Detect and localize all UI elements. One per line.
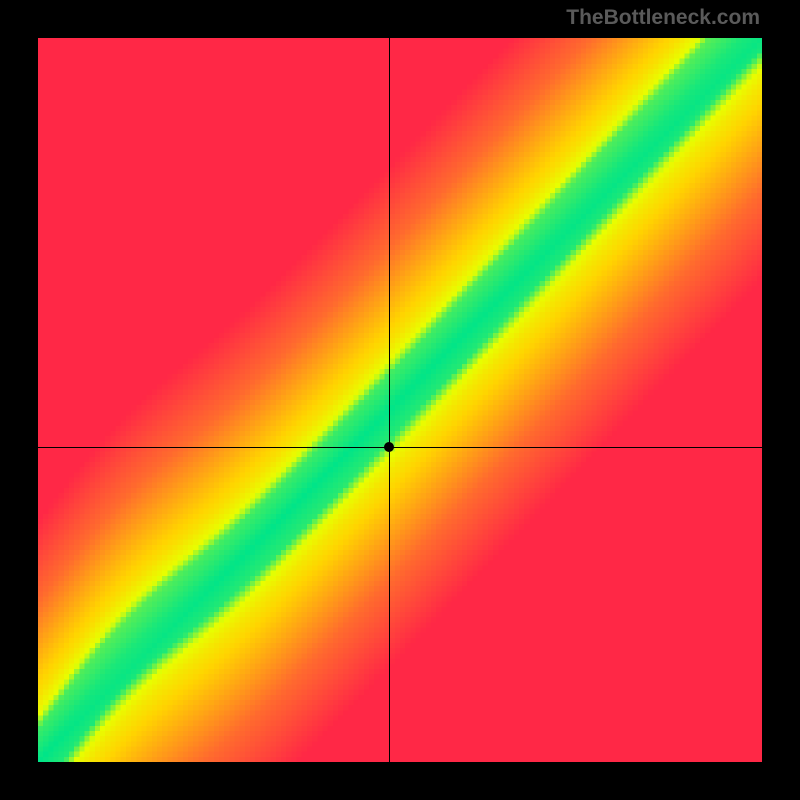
crosshair-horizontal	[38, 447, 762, 448]
watermark-text: TheBottleneck.com	[566, 6, 760, 30]
heatmap-canvas	[38, 38, 762, 762]
crosshair-vertical	[389, 38, 390, 762]
heatmap-plot	[38, 38, 762, 762]
marker-dot	[384, 442, 394, 452]
